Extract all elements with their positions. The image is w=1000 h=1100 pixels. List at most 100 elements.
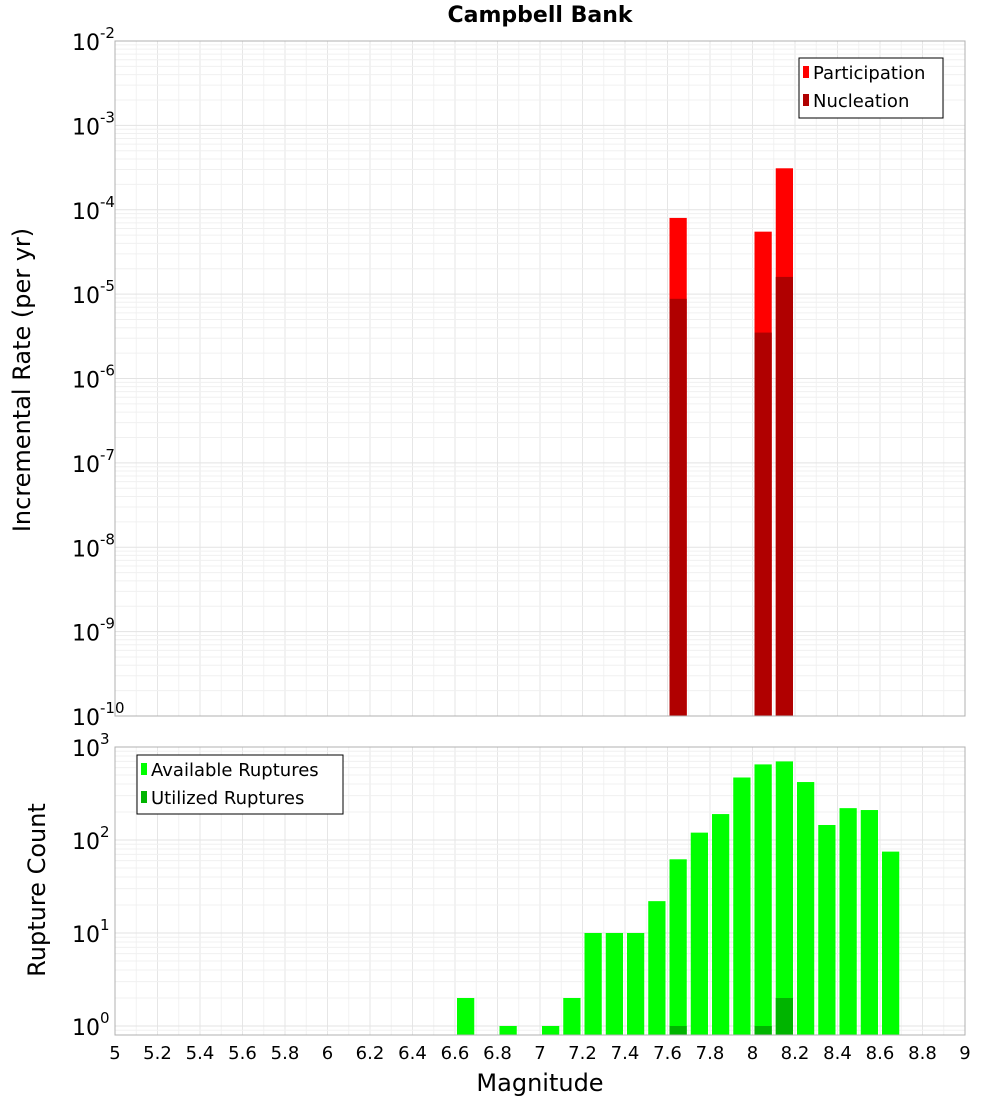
y-tick-label: 10-6 xyxy=(72,362,115,394)
y-tick-base: 10 xyxy=(72,115,100,140)
legend-swatch xyxy=(803,66,809,78)
y-tick-base: 10 xyxy=(72,622,100,647)
y-tick-label: 103 xyxy=(72,730,110,762)
y-tick-base: 10 xyxy=(72,1016,100,1041)
y-tick-exponent: -4 xyxy=(100,193,115,211)
y-tick-label: 10-5 xyxy=(72,277,115,309)
x-tick-label: 7.4 xyxy=(611,1043,640,1064)
x-tick-label: 8.4 xyxy=(823,1043,852,1064)
bar-available-ruptures xyxy=(882,851,900,1035)
y-tick-exponent: -5 xyxy=(100,277,115,295)
y-tick-base: 10 xyxy=(72,284,100,309)
y-tick-base: 10 xyxy=(72,830,100,855)
bar-available-ruptures xyxy=(712,814,730,1035)
y-tick-label: 10-2 xyxy=(72,24,115,56)
bar-available-ruptures xyxy=(669,859,687,1035)
plot-frame xyxy=(114,746,966,1036)
y-tick-exponent: 0 xyxy=(100,1009,110,1027)
legend-label: Available Ruptures xyxy=(151,760,319,781)
bar-nucleation xyxy=(775,276,793,716)
bar-available-ruptures xyxy=(584,932,602,1035)
bar-nucleation xyxy=(669,298,687,716)
x-tick-label: 5.2 xyxy=(143,1043,172,1064)
bar-available-ruptures xyxy=(499,1025,517,1035)
y-tick-label: 10-3 xyxy=(72,108,115,140)
y-tick-exponent: -8 xyxy=(100,530,115,548)
bar-available-ruptures xyxy=(457,997,475,1035)
y-axis-title: Incremental Rate (per yr) xyxy=(8,228,36,532)
x-tick-label: 6.8 xyxy=(483,1043,512,1064)
bar-available-ruptures xyxy=(563,997,581,1035)
y-tick-base: 10 xyxy=(72,923,100,948)
x-tick-label: 5.8 xyxy=(271,1043,300,1064)
y-axis-title: Rupture Count xyxy=(23,803,51,977)
x-tick-label: 6.6 xyxy=(441,1043,470,1064)
x-tick-label: 6.2 xyxy=(356,1043,385,1064)
bar-available-ruptures xyxy=(605,932,623,1035)
bar-nucleation xyxy=(754,332,772,716)
x-tick-label: 6 xyxy=(322,1043,333,1064)
y-tick-exponent: 3 xyxy=(100,730,110,748)
x-tick-label: 5 xyxy=(109,1043,120,1064)
y-tick-label: 10-8 xyxy=(72,530,115,562)
y-tick-label: 101 xyxy=(72,916,110,948)
bar-available-ruptures xyxy=(754,764,772,1035)
x-tick-label: 7 xyxy=(534,1043,545,1064)
y-tick-exponent: 1 xyxy=(100,916,110,934)
legend-label: Participation xyxy=(813,63,925,84)
y-tick-label: 100 xyxy=(72,1009,110,1041)
y-tick-exponent: -9 xyxy=(100,615,115,633)
y-tick-base: 10 xyxy=(72,31,100,56)
y-tick-base: 10 xyxy=(72,706,100,731)
x-tick-label: 7.2 xyxy=(568,1043,597,1064)
bar-available-ruptures xyxy=(690,832,708,1035)
bar-available-ruptures xyxy=(839,808,857,1035)
bar-available-ruptures xyxy=(775,761,793,1035)
bar-available-ruptures xyxy=(542,1025,560,1035)
y-tick-base: 10 xyxy=(72,369,100,394)
legend-box xyxy=(136,754,344,815)
x-tick-label: 8.6 xyxy=(866,1043,895,1064)
legend-label: Nucleation xyxy=(813,91,909,112)
legend-box xyxy=(798,57,944,119)
y-tick-label: 10-7 xyxy=(72,446,115,478)
plot-frame xyxy=(114,40,966,717)
x-tick-label: 8 xyxy=(747,1043,758,1064)
bar-utilized-ruptures xyxy=(754,1025,772,1035)
y-tick-base: 10 xyxy=(72,537,100,562)
y-tick-exponent: -2 xyxy=(100,24,115,42)
chart-title: Campbell Bank xyxy=(448,3,634,28)
x-tick-label: 5.6 xyxy=(228,1043,257,1064)
bar-utilized-ruptures xyxy=(775,997,793,1035)
legend-swatch xyxy=(141,791,147,803)
x-tick-label: 5.4 xyxy=(186,1043,215,1064)
y-tick-exponent: -3 xyxy=(100,108,115,126)
legend-label: Utilized Ruptures xyxy=(151,788,304,809)
y-tick-base: 10 xyxy=(72,737,100,762)
bar-available-ruptures xyxy=(627,932,645,1035)
bar-available-ruptures xyxy=(648,901,666,1035)
bar-available-ruptures xyxy=(860,810,878,1035)
x-tick-label: 8.8 xyxy=(908,1043,937,1064)
legend-swatch xyxy=(803,94,809,106)
x-tick-label: 8.2 xyxy=(781,1043,810,1064)
x-axis-title: Magnitude xyxy=(476,1069,603,1097)
bar-available-ruptures xyxy=(733,777,751,1035)
bar-available-ruptures xyxy=(818,824,836,1035)
y-tick-label: 102 xyxy=(72,823,110,855)
bar-available-ruptures xyxy=(797,782,815,1035)
y-tick-exponent: -10 xyxy=(100,699,125,717)
y-tick-exponent: 2 xyxy=(100,823,110,841)
y-tick-base: 10 xyxy=(72,453,100,478)
y-tick-label: 10-4 xyxy=(72,193,115,225)
legend-swatch xyxy=(141,763,147,775)
bar-utilized-ruptures xyxy=(669,1025,687,1035)
y-tick-exponent: -7 xyxy=(100,446,115,464)
x-tick-label: 9 xyxy=(959,1043,970,1064)
x-tick-label: 6.4 xyxy=(398,1043,427,1064)
x-tick-label: 7.6 xyxy=(653,1043,682,1064)
y-tick-label: 10-9 xyxy=(72,615,115,647)
y-tick-base: 10 xyxy=(72,200,100,225)
